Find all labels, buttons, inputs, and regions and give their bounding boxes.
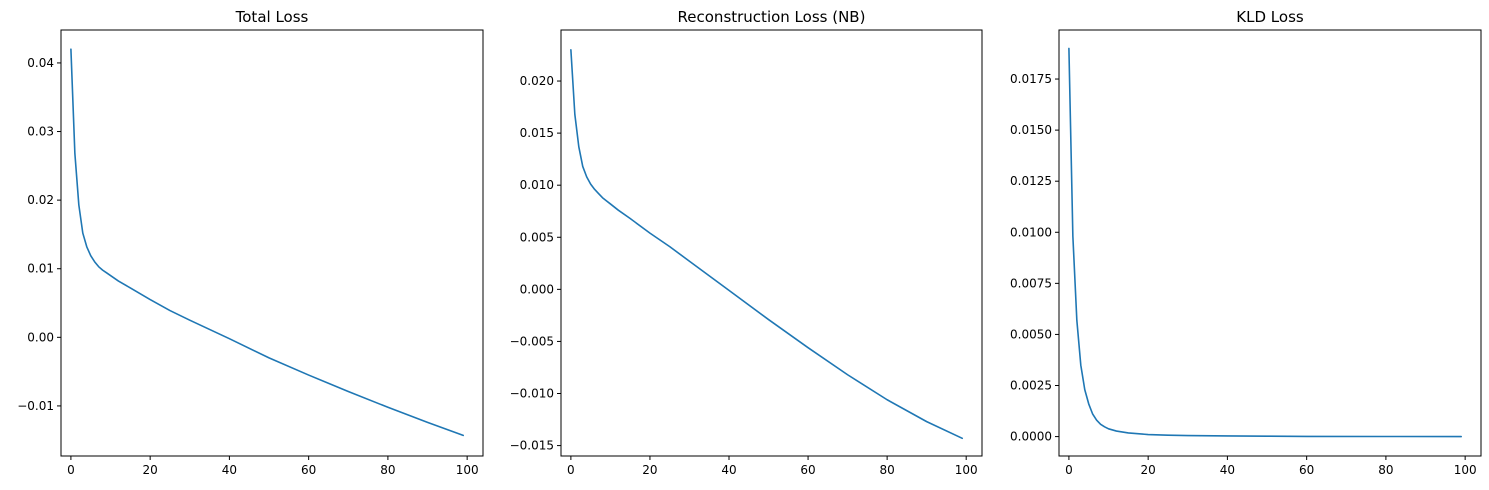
y-tick-label: −0.010	[510, 387, 554, 401]
y-tick-label: 0.0000	[1010, 430, 1052, 444]
y-tick-label: −0.015	[510, 439, 554, 453]
axes-frame	[60, 29, 484, 457]
y-tick-label: −0.005	[510, 334, 554, 348]
x-tick-label: 40	[1220, 463, 1235, 477]
y-tick-label: 0.01	[27, 262, 54, 276]
x-tick-label: 0	[67, 463, 75, 477]
chart-title: Total Loss	[235, 8, 309, 26]
subplot-3: 0 20 40 60 80 100 0.0000 0.0025 0.0050 0.0075 0.01…	[1010, 8, 1482, 477]
subplot-1: 0 20 40 60 80 100 −0.01 0.00 0.01 0.02 0.03 0.04 Tot…	[17, 8, 484, 477]
x-tick-label: 100	[456, 463, 479, 477]
x-tick-label: 60	[301, 463, 316, 477]
x-tick-label: 40	[222, 463, 237, 477]
x-tick-label: 100	[1454, 463, 1477, 477]
y-tick-label: 0.0075	[1010, 276, 1052, 290]
y-tick-label: 0.000	[520, 282, 554, 296]
y-tick-label: 0.04	[27, 56, 54, 70]
x-tick-label: 20	[143, 463, 158, 477]
y-tick-label: 0.0175	[1010, 72, 1052, 86]
y-tick-label: 0.02	[27, 193, 54, 207]
series-line	[570, 48, 964, 440]
y-tick-label: 0.0125	[1010, 174, 1052, 188]
x-tick-label: 80	[879, 463, 894, 477]
x-tick-label: 100	[955, 463, 978, 477]
chart-title: Reconstruction Loss (NB)	[678, 8, 866, 26]
y-tick-label: 0.005	[520, 230, 554, 244]
x-tick-label: 0	[567, 463, 575, 477]
series-line	[1068, 47, 1462, 438]
y-tick-label: 0.0100	[1010, 225, 1052, 239]
y-tick-label: 0.00	[27, 330, 54, 344]
x-tick-label: 60	[800, 463, 815, 477]
axes-frame	[560, 29, 983, 457]
x-tick-label: 20	[1141, 463, 1156, 477]
axes-frame	[1058, 29, 1482, 457]
x-tick-label: 0	[1065, 463, 1073, 477]
x-tick-label: 60	[1299, 463, 1314, 477]
x-tick-label: 40	[721, 463, 736, 477]
y-tick-label: 0.010	[520, 178, 554, 192]
x-tick-label: 80	[380, 463, 395, 477]
series-line	[70, 48, 464, 437]
y-tick-label: 0.03	[27, 125, 54, 139]
y-tick-label: −0.01	[17, 399, 54, 413]
y-tick-label: 0.015	[520, 126, 554, 140]
x-tick-label: 80	[1378, 463, 1393, 477]
y-tick-label: 0.020	[520, 74, 554, 88]
y-tick-label: 0.0150	[1010, 123, 1052, 137]
subplot-2: 0 20 40 60 80 100 −0.015 −0.010 −0.005 0.000 0.005…	[510, 8, 983, 477]
x-tick-label: 20	[642, 463, 657, 477]
y-tick-label: 0.0025	[1010, 379, 1052, 393]
chart-title: KLD Loss	[1236, 8, 1304, 26]
y-tick-label: 0.0050	[1010, 327, 1052, 341]
